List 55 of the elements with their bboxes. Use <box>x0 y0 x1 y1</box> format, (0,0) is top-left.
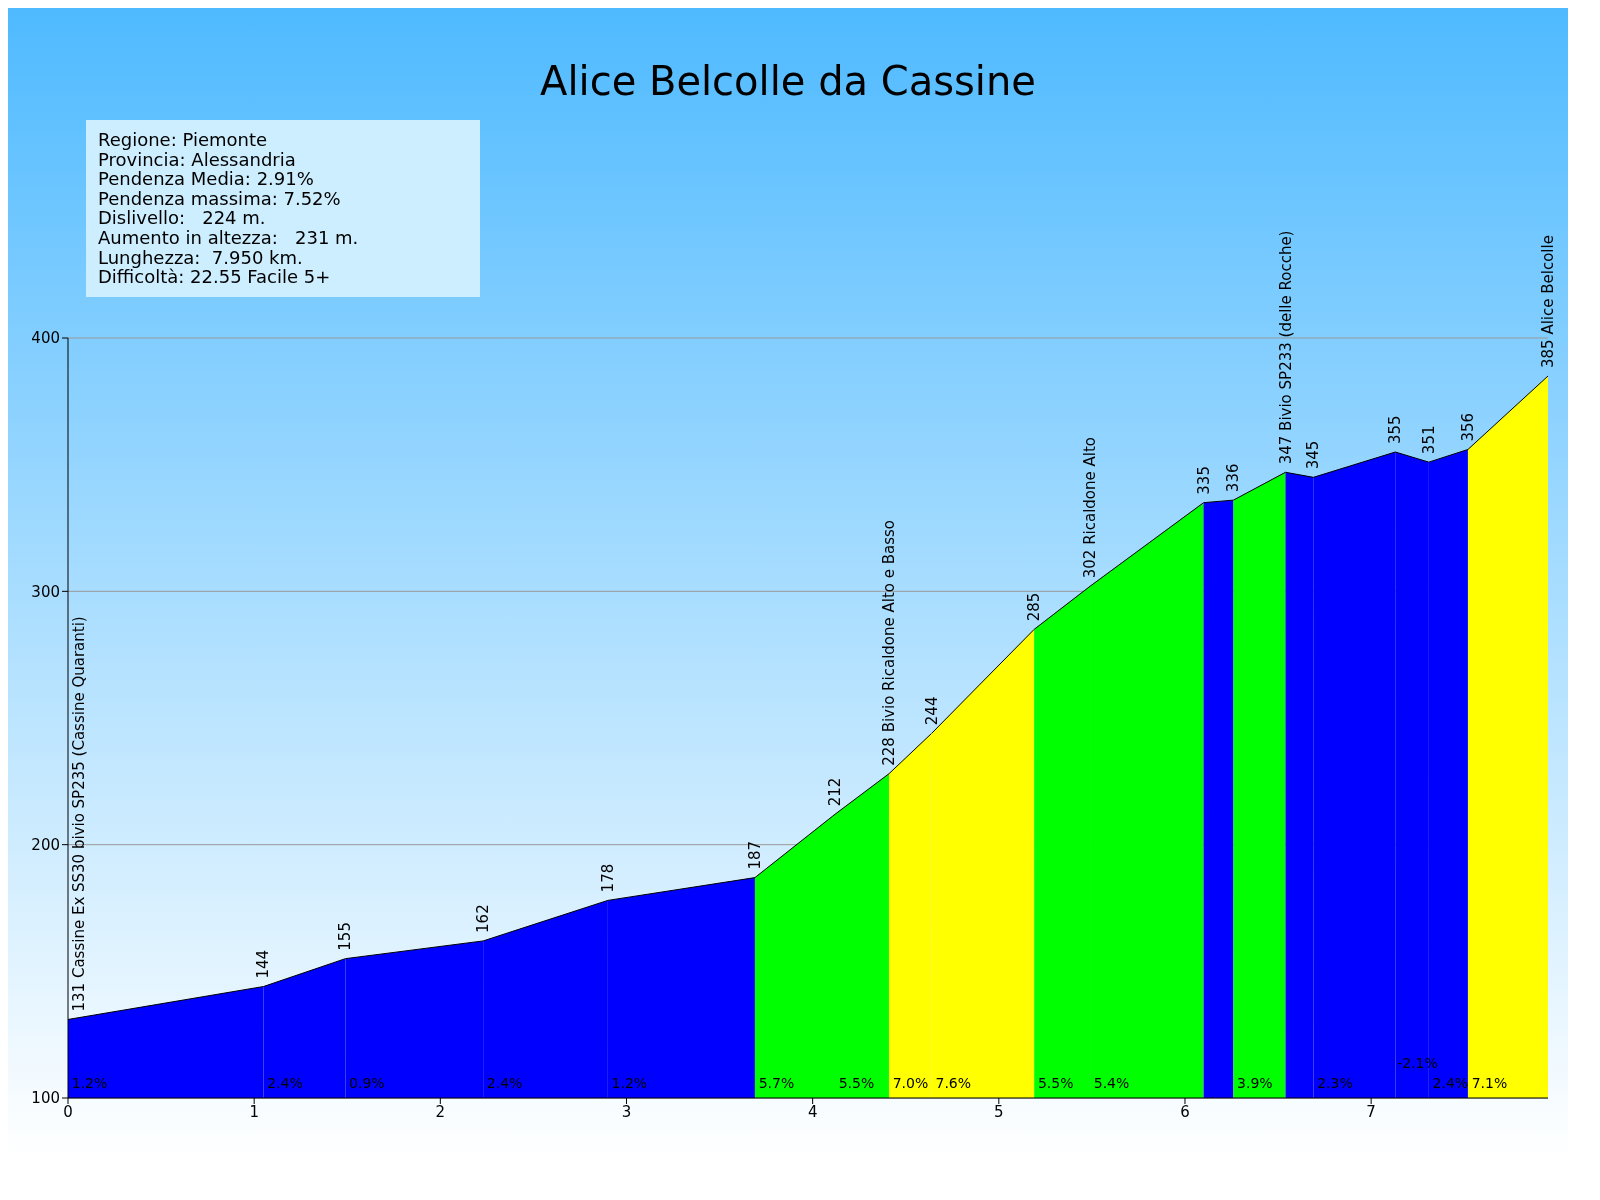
annotation: 0.9% <box>349 1074 385 1091</box>
data-label: 162 <box>474 904 493 933</box>
data-label: 144 <box>254 949 273 979</box>
data-label: 285 <box>1025 592 1044 622</box>
data-label: 351 <box>1419 425 1438 455</box>
data-label: 178 <box>598 863 617 893</box>
chart-title: Alice Belcolle da Cassine <box>539 58 1037 104</box>
annotation: 2.4% <box>1432 1074 1469 1091</box>
annotation: 2.3% <box>1317 1074 1353 1091</box>
data-label: 302 Ricaldone Alto <box>1081 436 1100 579</box>
annotation: 7.1% <box>1471 1074 1508 1091</box>
data-label: 347 Bivio SP233 (delle Rocche) <box>1276 230 1295 465</box>
data-label: 212 <box>825 777 844 807</box>
text: Dislivello: 224 m. <box>98 207 267 229</box>
y-tick-label: 100 <box>31 1089 60 1108</box>
annotation: -2.1% <box>1397 1054 1438 1071</box>
annotation: 5.4% <box>1093 1074 1130 1091</box>
data-label: 336 <box>1224 463 1243 493</box>
text: Pendenza massima: 7.52% <box>98 187 342 209</box>
annotation: 2.4% <box>267 1074 303 1091</box>
x-tick-label: 1 <box>249 1102 259 1121</box>
annotation: 1.2% <box>71 1074 108 1091</box>
data-label: 335 <box>1194 466 1213 495</box>
data-label: 187 <box>745 840 764 870</box>
text: Regione: Piemonte <box>98 129 269 150</box>
text: Aumento in altezza: 231 m. <box>98 226 360 248</box>
annotation: 7.0% <box>892 1074 929 1091</box>
data-label: 356 <box>1458 412 1477 442</box>
y-tick-label: 300 <box>31 582 60 601</box>
annotation: 7.6% <box>935 1074 972 1091</box>
x-tick-label: 7 <box>1366 1102 1376 1121</box>
x-tick-label: 6 <box>1180 1102 1190 1121</box>
data-label: 228 Bivio Ricaldone Alto e Basso <box>879 519 898 766</box>
annotation: 3.9% <box>1237 1074 1273 1091</box>
text: Pendenza Media: 2.91% <box>98 168 315 190</box>
data-label: 385 Alice Belcolle <box>1539 235 1557 368</box>
y-tick-label: 200 <box>31 835 60 854</box>
x-tick-label: 2 <box>435 1102 446 1121</box>
text: Lunghezza: 7.950 km. <box>98 246 304 268</box>
x-tick-label: 4 <box>807 1102 818 1121</box>
data-label: 345 <box>1304 440 1323 470</box>
annotation: 5.5% <box>838 1074 875 1091</box>
data-label: 355 <box>1386 415 1405 444</box>
annotation: 5.7% <box>758 1074 795 1091</box>
x-tick-label: 5 <box>994 1102 1004 1121</box>
annotation: 1.2% <box>611 1074 648 1091</box>
x-tick-label: 3 <box>621 1102 632 1121</box>
x-tick-label: 0 <box>63 1102 73 1121</box>
data-label: 155 <box>336 922 355 951</box>
annotation: 2.4% <box>486 1074 523 1091</box>
data-label: 131 Cassine Ex SS30 bivio SP235 (Cassine Quaranti) <box>70 616 88 1012</box>
annotation: 5.5% <box>1037 1074 1074 1091</box>
text: Difficoltà: 22.55 Facile 5+ <box>98 266 332 288</box>
data-label: 244 <box>922 696 941 726</box>
y-tick-label: 400 <box>31 329 60 348</box>
